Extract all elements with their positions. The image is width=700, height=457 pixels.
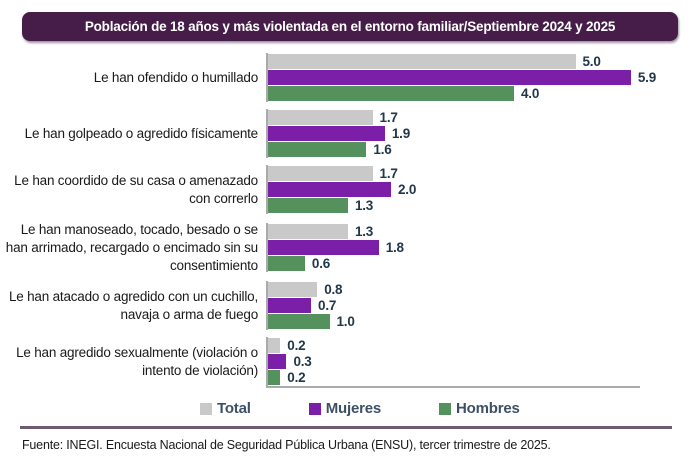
category-bars: 1.7 2.0 1.3: [266, 165, 700, 214]
x-axis-line: [266, 386, 640, 389]
category-bars: 5.0 5.9 4.0: [266, 53, 700, 102]
bar-line-hombres: 4.0: [268, 86, 700, 101]
category-label: Le han agredido sexualmente (violación o…: [16, 345, 258, 378]
value-label: 1.7: [379, 110, 398, 125]
value-label: 1.7: [379, 166, 398, 181]
bar-line-hombres: 0.2: [268, 370, 700, 386]
bar-line-mujeres: 2.0: [268, 182, 700, 197]
value-label: 0.2: [287, 370, 306, 386]
bar-mujeres: [268, 298, 312, 314]
bar-hombres: [268, 198, 348, 213]
bar-total: [268, 282, 318, 298]
category-group: Le han ofendido o humillado 5.0 5.9 4.0: [0, 53, 700, 102]
legend-swatch-icon: [308, 402, 321, 415]
value-label: 0.2: [287, 338, 306, 354]
legend-swatch-icon: [439, 402, 452, 415]
bar-total: [268, 110, 373, 125]
chart-title-banner: Población de 18 años y más violentada en…: [22, 12, 678, 41]
value-label: 1.3: [354, 198, 374, 213]
value-label: 0.7: [318, 298, 337, 314]
bar-mujeres: [268, 126, 385, 141]
legend-swatch-icon: [200, 402, 212, 415]
bar-line-mujeres: 0.3: [268, 354, 700, 370]
category-bars: 0.2 0.3 0.2: [266, 337, 700, 387]
bar-line-hombres: 1.3: [268, 198, 700, 213]
bar-hombres: [268, 86, 514, 101]
value-label: 2.0: [398, 182, 417, 197]
category-bars: 0.8 0.7 1.0: [266, 281, 700, 331]
footer-divider: [20, 426, 672, 430]
category-label: Le han coordido de su casa o amenazado c…: [14, 172, 258, 206]
bar-line-hombres: 1.6: [268, 142, 700, 157]
category-group: Le han atacado o agredido con un cuchill…: [0, 281, 700, 331]
category-bars: 1.7 1.9 1.6: [266, 109, 700, 158]
value-label: 0.6: [311, 256, 331, 272]
category-label: Le han manoseado, tocado, besado o se ha…: [5, 222, 258, 273]
bar-line-hombres: 1.0: [268, 314, 700, 330]
legend-item-total: Total: [200, 400, 251, 417]
bar-chart-rows: Le han ofendido o humillado 5.0 5.9 4.0 Le h…: [0, 53, 700, 387]
bar-hombres: [268, 142, 367, 157]
bar-line-hombres: 0.6: [268, 256, 700, 272]
bar-line-mujeres: 0.7: [268, 298, 700, 314]
bar-mujeres: [268, 240, 379, 256]
value-label: 0.3: [293, 354, 312, 370]
bar-hombres: [268, 314, 330, 330]
bar-chart: Le han ofendido o humillado 5.0 5.9 4.0 Le h…: [0, 53, 700, 389]
legend-item-mujeres: Mujeres: [308, 400, 382, 418]
value-label: 1.0: [336, 314, 355, 330]
category-label: Le han ofendido o humillado: [93, 69, 258, 85]
value-label: 0.8: [324, 282, 343, 298]
value-label: 1.3: [354, 224, 374, 240]
value-label: 1.8: [385, 240, 404, 256]
bar-line-total: 0.2: [268, 338, 700, 354]
bar-line-total: 5.0: [268, 54, 700, 69]
category-group: Le han golpeado o agredido físicamente 1.…: [0, 109, 700, 158]
category-group: Le han coordido de su casa o amenazado c…: [0, 165, 700, 214]
legend-label: Mujeres: [325, 400, 382, 418]
bar-total: [268, 224, 348, 240]
bar-mujeres: [268, 354, 287, 370]
value-label: 1.6: [373, 142, 392, 157]
legend-item-hombres: Hombres: [439, 400, 520, 417]
bar-line-total: 0.8: [268, 282, 700, 298]
bar-total: [268, 54, 576, 69]
bar-mujeres: [268, 70, 631, 85]
legend: Total Mujeres Hombres: [0, 400, 700, 417]
category-group: Le han manoseado, tocado, besado o se ha…: [0, 221, 700, 274]
bar-line-total: 1.7: [268, 110, 700, 125]
bar-mujeres: [268, 182, 391, 197]
source-note: Fuente: INEGI. Encuesta Nacional de Segu…: [22, 438, 551, 453]
bar-line-total: 1.3: [268, 224, 700, 240]
value-label: 1.9: [391, 126, 411, 141]
category-group: Le han agredido sexualmente (violación o…: [0, 337, 700, 387]
bar-line-mujeres: 1.9: [268, 126, 700, 141]
legend-label: Total: [217, 400, 251, 418]
bar-total: [268, 166, 373, 181]
category-label: Le han atacado o agredido con un cuchill…: [8, 289, 258, 322]
value-label: 5.9: [637, 70, 657, 85]
value-label: 4.0: [521, 86, 540, 101]
bar-hombres: [268, 256, 305, 272]
value-label: 5.0: [582, 54, 601, 69]
bar-line-mujeres: 1.8: [268, 240, 700, 256]
legend-label: Hombres: [456, 400, 520, 418]
category-label: Le han golpeado o agredido físicamente: [24, 125, 259, 141]
bar-hombres: [268, 370, 281, 386]
bar-line-mujeres: 5.9: [268, 70, 700, 85]
bar-line-total: 1.7: [268, 166, 700, 181]
bar-total: [268, 338, 281, 354]
category-bars: 1.3 1.8 0.6: [266, 223, 700, 273]
